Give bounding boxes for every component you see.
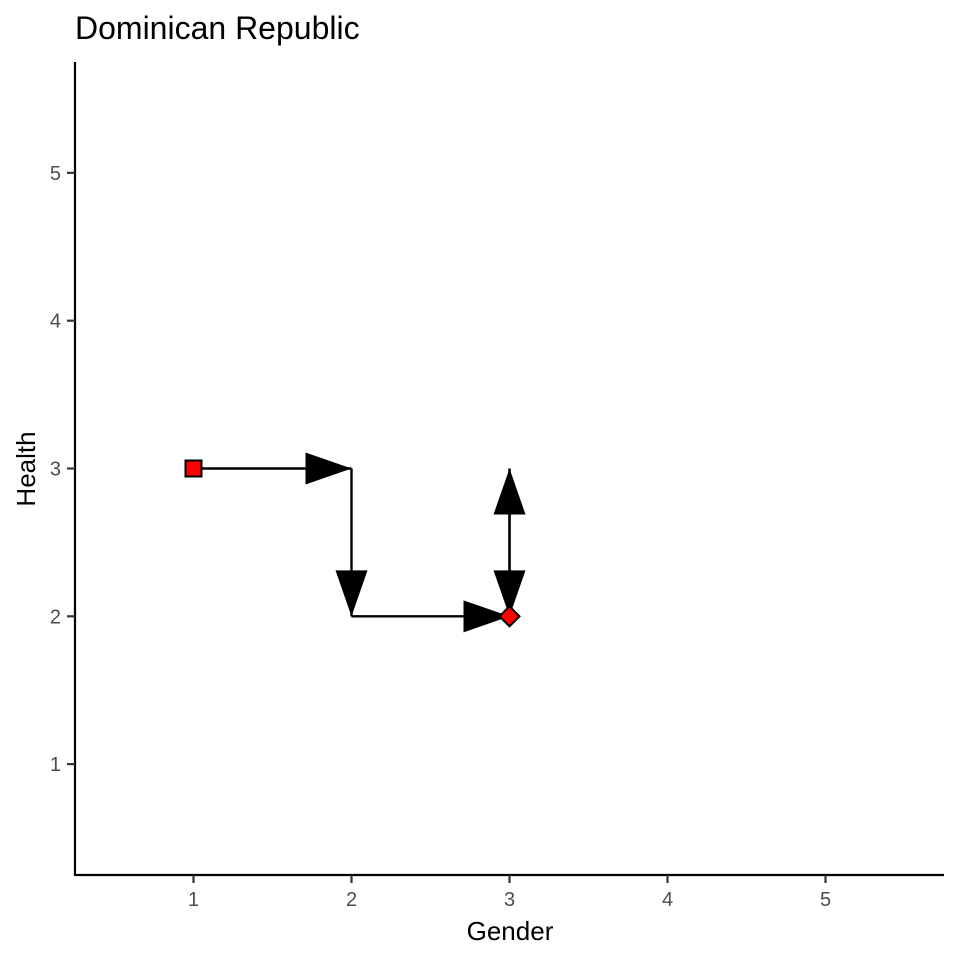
path-segment [351, 600, 510, 633]
ticks: 1 2 3 4 5 1 2 3 4 5 [50, 163, 831, 911]
path-segment [335, 468, 368, 617]
x-tick-label: 3 [504, 889, 515, 911]
arrowhead [335, 570, 368, 617]
y-tick-label: 3 [50, 459, 61, 481]
series [193, 452, 526, 633]
start-point-marker [184, 459, 203, 478]
chart-title: Dominican Republic [75, 10, 360, 46]
path-segment [493, 468, 526, 617]
x-tick-label: 5 [820, 889, 831, 911]
path-segment [193, 452, 352, 485]
markers [184, 459, 521, 628]
arrowhead [493, 570, 526, 617]
end-point-marker [498, 604, 521, 628]
x-tick-label: 4 [662, 889, 673, 911]
y-tick-label: 5 [50, 163, 61, 185]
x-tick-label: 2 [346, 889, 357, 911]
y-tick-label: 4 [50, 311, 61, 333]
y-tick-label: 2 [50, 606, 61, 628]
arrowhead [305, 452, 352, 485]
x-tick-label: 1 [188, 889, 199, 911]
y-tick-label: 1 [50, 754, 61, 776]
x-axis-title: Gender [467, 916, 554, 946]
y-axis-title: Health [11, 431, 41, 506]
arrowhead [463, 600, 510, 633]
